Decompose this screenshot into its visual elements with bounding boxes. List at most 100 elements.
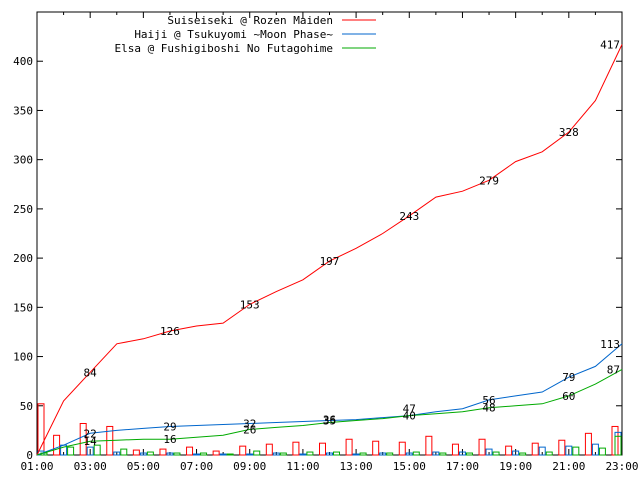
series-line xyxy=(36,44,623,456)
x-tick-label: 01:00 xyxy=(20,460,53,473)
hourly-bar xyxy=(146,451,154,456)
hourly-bar xyxy=(512,450,520,456)
data-label: 36 xyxy=(323,414,336,427)
x-tick-label: 05:00 xyxy=(127,460,160,473)
hourly-bar xyxy=(478,438,486,456)
hourly-bar xyxy=(538,446,546,456)
data-label: 417 xyxy=(600,38,620,51)
hourly-bar xyxy=(485,448,493,456)
data-label: 48 xyxy=(482,402,495,415)
legend-label: Haiji @ Tsukuyomi ~Moon Phase~ xyxy=(134,28,333,41)
series-line xyxy=(36,343,623,456)
hourly-bar xyxy=(200,452,208,456)
y-tick-label: 100 xyxy=(13,351,33,364)
hourly-bar xyxy=(451,443,459,456)
hourly-bar xyxy=(193,453,201,456)
y-tick-label: 150 xyxy=(13,301,33,314)
hourly-bar xyxy=(598,447,606,456)
hourly-bar xyxy=(86,446,94,456)
data-label: 40 xyxy=(403,410,416,423)
data-label: 79 xyxy=(562,371,575,384)
hourly-bar xyxy=(591,443,599,456)
x-tick-label: 13:00 xyxy=(340,460,373,473)
x-tick-label: 21:00 xyxy=(552,460,585,473)
y-tick-label: 200 xyxy=(13,252,33,265)
hourly-bar xyxy=(212,450,220,456)
x-tick-label: 23:00 xyxy=(605,460,638,473)
hourly-bar xyxy=(519,452,527,456)
y-tick-label: 300 xyxy=(13,154,33,167)
x-tick-label: 03:00 xyxy=(74,460,107,473)
hourly-bar xyxy=(239,445,247,456)
hourly-bar xyxy=(319,442,326,456)
series-line xyxy=(36,368,623,456)
data-labels: 84 126 153 197 243 279 328 417 22 29 32 36 47 56 79 113… xyxy=(84,38,620,448)
hourly-bar xyxy=(492,451,500,456)
data-label: 35 xyxy=(323,415,336,428)
data-label: 56 xyxy=(482,394,495,407)
hourly-bar xyxy=(439,452,447,456)
y-tick-label: 0 xyxy=(26,449,33,462)
hourly-bar xyxy=(425,435,433,456)
hourly-bar xyxy=(246,453,254,456)
data-label: 26 xyxy=(243,423,256,436)
hourly-bar xyxy=(405,452,413,456)
hourly-bar xyxy=(458,451,466,456)
hourly-bar xyxy=(565,445,573,456)
hourly-bars xyxy=(37,403,622,456)
data-label: 84 xyxy=(84,366,98,379)
hourly-bar xyxy=(79,422,87,456)
hourly-bar xyxy=(299,453,307,456)
hourly-bar xyxy=(306,451,314,456)
hourly-bar xyxy=(614,435,622,456)
data-label: 32 xyxy=(243,417,256,430)
x-tick-label: 15:00 xyxy=(393,460,426,473)
hourly-bar xyxy=(398,441,406,456)
x-tick-label: 19:00 xyxy=(499,460,532,473)
hourly-bar xyxy=(159,448,167,456)
hourly-bar xyxy=(379,452,387,456)
data-label: 22 xyxy=(84,427,97,440)
y-tick-label: 250 xyxy=(13,203,33,216)
hourly-bar xyxy=(505,445,513,456)
data-label: 153 xyxy=(240,298,260,311)
hourly-bar xyxy=(67,446,75,456)
data-label: 197 xyxy=(320,255,340,268)
hourly-bar xyxy=(173,452,181,456)
axis-ticks: 0 50 100 150 200 250 300 350 400 01:00 03:00 05:00 0… xyxy=(13,12,639,473)
y-tick-label: 350 xyxy=(13,104,33,117)
x-tick-label: 11:00 xyxy=(286,460,319,473)
y-tick-label: 50 xyxy=(20,400,33,413)
legend-label: Suiseiseki @ Rozen Maiden xyxy=(167,14,333,27)
y-tick-label: 400 xyxy=(13,55,33,68)
data-label: 126 xyxy=(160,325,180,338)
data-label: 113 xyxy=(600,338,620,351)
x-tick-label: 17:00 xyxy=(446,460,479,473)
data-label: 87 xyxy=(607,363,620,376)
hourly-bar xyxy=(412,451,420,456)
hourly-bar xyxy=(265,443,273,456)
hourly-bar xyxy=(584,432,592,456)
hourly-bar xyxy=(326,452,333,456)
hourly-bar xyxy=(132,449,140,456)
hourly-bar xyxy=(253,450,261,456)
hourly-bar xyxy=(219,453,227,456)
hourly-bar xyxy=(359,452,367,456)
hourly-bar xyxy=(386,452,394,456)
x-tick-label: 09:00 xyxy=(233,460,266,473)
hourly-bar xyxy=(226,453,234,456)
data-label: 47 xyxy=(403,403,416,416)
hourly-bar xyxy=(432,451,440,456)
hourly-bar xyxy=(113,451,121,456)
data-label: 243 xyxy=(399,210,419,223)
x-tick-label: 07:00 xyxy=(180,460,213,473)
hourly-bar xyxy=(465,452,473,456)
hourly-bar xyxy=(166,452,174,456)
hourly-bar xyxy=(545,451,553,456)
hourly-bar xyxy=(352,453,360,456)
data-label: 328 xyxy=(559,126,579,139)
series-lines xyxy=(36,44,623,456)
hourly-bar xyxy=(345,438,353,456)
